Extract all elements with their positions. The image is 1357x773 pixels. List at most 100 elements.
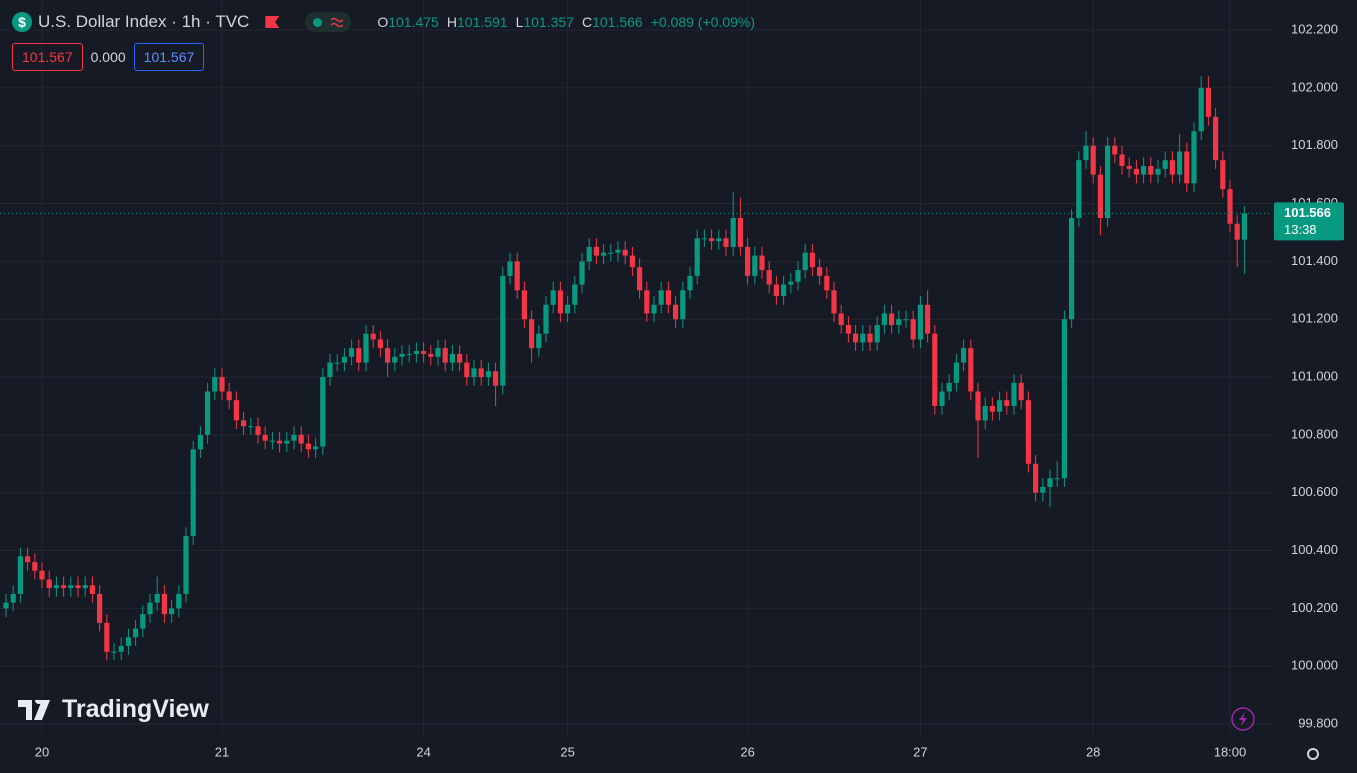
- flag[interactable]: [265, 16, 280, 28]
- candle-body: [903, 319, 909, 321]
- bolt: [1239, 712, 1247, 726]
- candle-body: [1054, 478, 1060, 480]
- status-pill[interactable]: [305, 12, 352, 32]
- candle-body: [968, 348, 974, 392]
- candle-body: [953, 362, 959, 383]
- candle-body: [723, 238, 729, 247]
- candle-body: [39, 570, 45, 580]
- candle-body: [1105, 145, 1111, 219]
- candle-body: [140, 614, 146, 629]
- buy-box[interactable]: 101.567: [133, 43, 205, 71]
- ohlc-value: 101.591: [456, 14, 508, 30]
- y-tick-label: 100.200: [1291, 600, 1338, 615]
- candle-body: [53, 585, 59, 589]
- candle-body: [629, 255, 635, 268]
- y-tick-label: 100.600: [1291, 484, 1338, 499]
- candle-body: [298, 434, 304, 444]
- settings-icon[interactable]: [1307, 748, 1319, 760]
- candle-body: [824, 275, 830, 291]
- candle-body: [615, 249, 621, 253]
- candle-body: [694, 238, 700, 276]
- candle-body: [593, 246, 599, 256]
- x-tick-label: 25: [560, 744, 574, 759]
- header: $ U.S. Dollar Index · 1h · TVC O101.475 H…: [12, 12, 755, 32]
- candle-body: [997, 400, 1003, 412]
- candle-body: [961, 348, 967, 363]
- change: +0.089 (+0.09%): [650, 14, 755, 30]
- ohlc-value: 101.566: [592, 14, 643, 30]
- sell-box[interactable]: 101.567: [12, 43, 83, 71]
- candle-body: [730, 218, 736, 247]
- candle-body: [226, 391, 232, 401]
- candle-body: [658, 290, 664, 305]
- candle-body: [413, 351, 419, 354]
- candle-body: [1033, 463, 1039, 493]
- candle-body: [1076, 160, 1082, 219]
- candle-body: [385, 348, 391, 363]
- candle-body: [1011, 382, 1017, 406]
- candle-body: [644, 290, 650, 314]
- candle-body: [809, 252, 815, 268]
- y-tick-label: 102.000: [1291, 79, 1338, 94]
- candle-body: [1148, 165, 1154, 175]
- candle-body: [572, 284, 578, 305]
- logo: TradingView: [18, 695, 209, 724]
- candle-body: [1133, 168, 1139, 175]
- price-boxes: 101.567 0.000 101.567: [12, 43, 205, 71]
- candle-body: [89, 585, 95, 594]
- candle-body: [349, 348, 355, 357]
- y-tick-label: 102.200: [1291, 22, 1338, 37]
- bolt-ring: [1231, 707, 1255, 731]
- candle-body: [161, 593, 167, 615]
- candle-body: [1234, 223, 1240, 240]
- candle-body: [457, 353, 463, 363]
- y-tick-label: 101.400: [1291, 253, 1338, 268]
- candle-body: [1119, 154, 1125, 166]
- ohlc-value: 101.357: [523, 14, 574, 30]
- x-tick-label: 21: [215, 744, 229, 759]
- candle-body: [853, 333, 859, 343]
- candle-body: [1126, 165, 1132, 169]
- y-tick-label: 100.400: [1291, 542, 1338, 557]
- candle-body: [269, 440, 275, 442]
- candle-body: [507, 261, 513, 276]
- candle-body: [817, 267, 823, 276]
- candle-body: [341, 356, 347, 363]
- candle-body: [557, 290, 563, 314]
- candle-body: [795, 270, 801, 282]
- symbol-title[interactable]: U.S. Dollar Index · 1h · TVC: [38, 12, 250, 31]
- candle-body: [1191, 131, 1197, 184]
- candle-body: [1040, 486, 1046, 493]
- bolt-icon[interactable]: [1231, 707, 1255, 731]
- candle-body: [1112, 145, 1118, 155]
- candle-body: [485, 371, 491, 378]
- candle-body: [917, 304, 923, 340]
- candle-body: [1097, 174, 1103, 219]
- candle-body: [248, 426, 254, 428]
- y-tick-label: 101.800: [1291, 137, 1338, 152]
- candle-body: [608, 252, 614, 254]
- candle-body: [1069, 218, 1075, 320]
- candle-body: [1025, 400, 1031, 464]
- symbol-icon: $: [12, 12, 32, 32]
- candle-body: [759, 255, 765, 271]
- candle-body: [536, 333, 542, 349]
- y-tick-label: 99.800: [1298, 715, 1338, 730]
- candle-body: [118, 645, 124, 652]
- y-tick-label: 101.200: [1291, 311, 1338, 326]
- candle-body: [82, 585, 88, 589]
- candle-body: [896, 319, 902, 325]
- candle-body: [500, 275, 506, 386]
- candle-body: [197, 434, 203, 450]
- ohlc-value: 101.475: [388, 14, 439, 30]
- candle-body: [262, 434, 268, 441]
- candle-body: [305, 443, 311, 450]
- candle-body: [925, 304, 931, 334]
- candle-body: [17, 556, 23, 594]
- candle-body: [1227, 189, 1233, 224]
- candle-body: [881, 313, 887, 325]
- candle-body: [133, 628, 139, 638]
- candle-body: [1061, 319, 1067, 479]
- settings-ring: [1307, 748, 1319, 760]
